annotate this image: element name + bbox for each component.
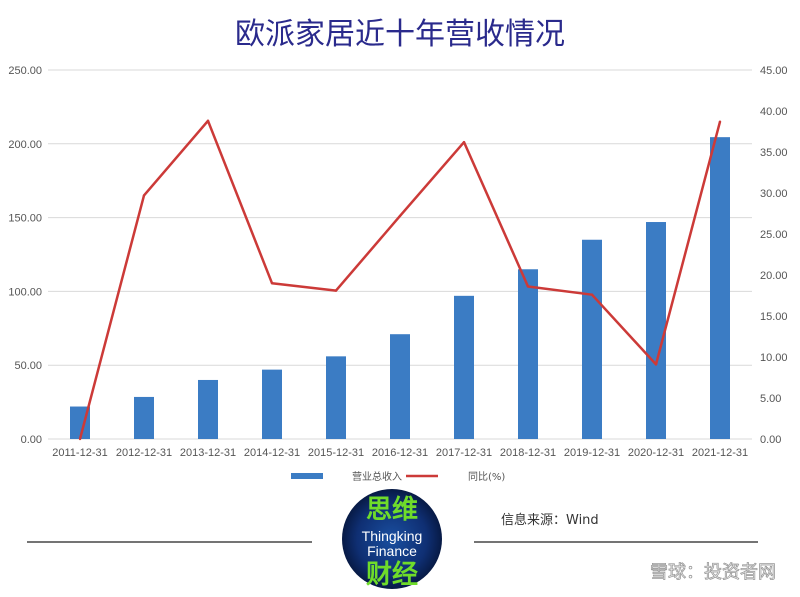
left-tick-label: 0.00 <box>21 434 42 446</box>
line-point <box>206 119 210 123</box>
line-point <box>142 194 146 197</box>
line-point <box>526 285 530 288</box>
line-point <box>398 214 402 218</box>
x-tick-label: 2016-12-31 <box>372 447 428 459</box>
right-tick-label: 15.00 <box>760 311 788 323</box>
legend-label-yoy: 同比(%) <box>468 471 505 483</box>
legend-label-revenue: 营业总收入 <box>352 470 402 483</box>
logo-cn-top: 思维 <box>366 494 418 525</box>
x-tick-label: 2012-12-31 <box>116 447 172 459</box>
left-tick-label: 250.00 <box>8 65 42 77</box>
grid <box>48 69 752 440</box>
bar <box>518 269 538 439</box>
bar <box>582 239 602 439</box>
line-series <box>78 119 722 441</box>
x-tick-label: 2018-12-31 <box>500 447 556 459</box>
bar <box>390 334 410 439</box>
right-tick-label: 30.00 <box>760 188 788 200</box>
bar <box>70 406 90 439</box>
bar <box>134 396 154 439</box>
logo: 思维 Thingking Finance 财经 <box>342 489 442 590</box>
right-tick-label: 40.00 <box>760 106 788 118</box>
chart-title: 欧派家居近十年营收情况 <box>235 17 565 52</box>
bar <box>198 379 218 439</box>
logo-en-line1: Thingking <box>362 528 423 544</box>
logo-en-line2: Finance <box>367 543 417 559</box>
bar <box>646 222 666 439</box>
line-point <box>270 282 274 285</box>
right-axis: 0.00 5.00 10.00 15.00 20.00 25.00 30.00 35.00 40… <box>760 65 788 446</box>
x-tick-label: 2015-12-31 <box>308 447 364 459</box>
logo-cn-bottom: 财经 <box>366 559 418 590</box>
bar-series <box>70 137 730 439</box>
bar <box>262 369 282 439</box>
left-axis: 0.00 50.00 100.00 150.00 200.00 250.00 <box>8 65 42 446</box>
right-tick-label: 0.00 <box>760 434 781 446</box>
watermark: 雪球：投资者网 <box>650 562 776 583</box>
right-tick-label: 10.00 <box>760 352 788 364</box>
right-tick-label: 45.00 <box>760 65 788 77</box>
line-point <box>590 293 594 296</box>
source-text: 信息来源：Wind <box>501 512 599 528</box>
right-tick-label: 5.00 <box>760 393 781 405</box>
legend-swatch-revenue <box>291 473 323 479</box>
line-point <box>718 120 722 123</box>
line-point <box>78 437 82 441</box>
legend: 营业总收入 同比(%) <box>291 470 505 483</box>
left-tick-label: 200.00 <box>8 139 42 151</box>
x-tick-label: 2019-12-31 <box>564 447 620 459</box>
x-tick-label: 2021-12-31 <box>692 447 748 459</box>
x-tick-label: 2014-12-31 <box>244 447 300 459</box>
right-tick-label: 25.00 <box>760 229 788 241</box>
left-tick-label: 100.00 <box>8 286 42 298</box>
x-tick-label: 2013-12-31 <box>180 447 236 459</box>
bar <box>326 356 346 439</box>
x-axis: 2011-12-31 2012-12-31 2013-12-31 2014-12-31… <box>52 447 748 459</box>
right-tick-label: 20.00 <box>760 270 788 282</box>
logo-circle <box>342 489 442 589</box>
line-point <box>654 363 658 366</box>
x-tick-label: 2011-12-31 <box>52 447 107 459</box>
line-point <box>462 140 466 144</box>
right-tick-label: 35.00 <box>760 147 788 159</box>
left-tick-label: 150.00 <box>8 213 42 225</box>
bar <box>710 137 730 439</box>
line-point <box>334 289 338 292</box>
x-tick-label: 2017-12-31 <box>436 447 492 459</box>
x-tick-label: 2020-12-31 <box>628 447 684 459</box>
left-tick-label: 50.00 <box>14 360 42 372</box>
bar <box>454 295 474 439</box>
